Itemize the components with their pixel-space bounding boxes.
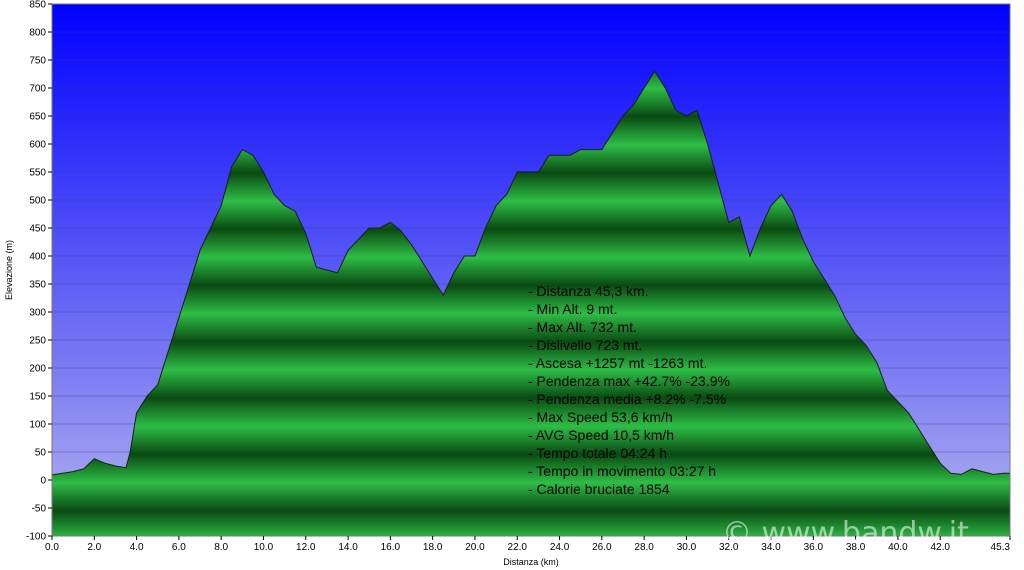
x-tick-label: 4.0 [130, 542, 144, 553]
x-tick-label: 24.0 [550, 542, 570, 553]
watermark: © www.bandw.it [722, 516, 969, 551]
x-tick-label: 10.0 [254, 542, 274, 553]
x-tick-label: 36.0 [804, 542, 824, 553]
x-tick-label: 18.0 [423, 542, 443, 553]
y-tick-label: 150 [29, 392, 46, 403]
x-tick-label: 28.0 [634, 542, 654, 553]
stat-line: - Min Alt. 9 mt. [528, 301, 617, 317]
y-tick-label: 200 [29, 364, 46, 375]
x-axis: 0.0 2.0 4.0 6.0 8.0 10.0 12.0 14.0 16.0 18.0 20.0 2… [45, 536, 1011, 553]
y-tick-label: 750 [29, 56, 46, 67]
stat-line: - AVG Speed 10,5 km/h [528, 427, 674, 443]
y-tick-label: 0 [40, 476, 46, 487]
x-tick-label: 40.0 [888, 542, 908, 553]
y-tick-label: 100 [29, 420, 46, 431]
y-tick-label: 550 [29, 168, 46, 179]
y-tick-label: 500 [29, 196, 46, 207]
y-tick-label: 250 [29, 336, 46, 347]
stat-line: - Max Speed 53,6 km/h [528, 409, 673, 425]
x-tick-label: 16.0 [381, 542, 401, 553]
y-tick-label: -50 [32, 504, 47, 515]
y-tick-label: 700 [29, 84, 46, 95]
y-tick-label: 400 [29, 252, 46, 263]
y-tick-label: 600 [29, 140, 46, 151]
x-tick-label: 6.0 [172, 542, 186, 553]
x-tick-label: 42.0 [930, 542, 950, 553]
x-tick-label: 2.0 [87, 542, 101, 553]
x-tick-label: 22.0 [508, 542, 528, 553]
x-tick-label: 12.0 [296, 542, 316, 553]
elevation-area [52, 71, 1010, 536]
y-tick-label: 650 [29, 112, 46, 123]
y-tick-label: 350 [29, 280, 46, 291]
x-tick-label: 26.0 [592, 542, 612, 553]
x-tick-label: 8.0 [214, 542, 228, 553]
y-tick-label: 50 [35, 448, 47, 459]
y-tick-label: 850 [29, 0, 46, 11]
x-tick-label: 0.0 [45, 542, 59, 553]
stats-block: - Distanza 45,3 km. - Min Alt. 9 mt. - Max… [528, 283, 730, 497]
y-tick-label: -100 [26, 532, 46, 543]
stat-line: - Max Alt. 732 mt. [528, 319, 637, 335]
y-tick-label: 800 [29, 28, 46, 39]
x-tick-label: 20.0 [465, 542, 485, 553]
stat-line: - Pendenza media +8.2% -7.5% [528, 391, 726, 407]
x-tick-label: 32.0 [719, 542, 739, 553]
plot-frame [51, 3, 1011, 537]
x-axis-label: Distanza (km) [503, 557, 559, 567]
y-axis: -100 -50 0 50 100 150 200 250 300 350 400 450 500 550… [26, 0, 52, 543]
y-tick-label: 300 [29, 308, 46, 319]
y-tick-label: 450 [29, 224, 46, 235]
elevation-line [51, 70, 1010, 476]
x-tick-label: 30.0 [677, 542, 697, 553]
stat-line: - Calorie bruciate 1854 [528, 481, 670, 497]
x-tick-label: 34.0 [761, 542, 781, 553]
stat-line: - Ascesa +1257 mt -1263 mt. [528, 355, 707, 371]
stat-line: - Dislivello 723 mt. [528, 337, 642, 353]
x-tick-label: 45.3 [991, 542, 1011, 553]
x-tick-label: 38.0 [846, 542, 866, 553]
stat-line: - Distanza 45,3 km. [528, 283, 649, 299]
stat-line: - Tempo in movimento 03:27 h [528, 463, 716, 479]
x-tick-label: 14.0 [338, 542, 358, 553]
y-axis-label: Elevazione (m) [4, 240, 14, 300]
stat-line: - Tempo totale 04:24 h [528, 445, 667, 461]
stat-line: - Pendenza max +42.7% -23.9% [528, 373, 730, 389]
